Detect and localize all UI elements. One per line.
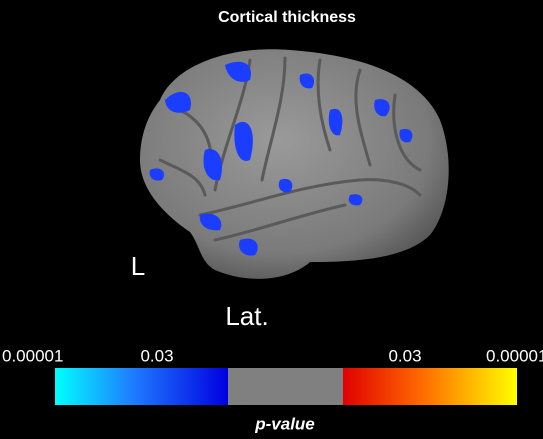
colorbar-tick-label: 0.03 (140, 346, 173, 365)
brain (140, 49, 449, 279)
colorbar-tick-label: 0.00001 (2, 346, 63, 365)
colorbar-neutral (228, 368, 343, 405)
colorbar-positive (343, 368, 517, 405)
colorbar-label: p-value (254, 414, 315, 433)
colorbar-tick-label: 0.03 (388, 346, 421, 365)
colorbar-tick-label: 0.00001 (486, 346, 543, 365)
view-label: Lat. (225, 301, 268, 331)
colorbar-negative (55, 368, 228, 405)
hemisphere-label: L (131, 251, 145, 281)
colorbar (55, 368, 517, 405)
title: Cortical thickness (218, 9, 356, 26)
